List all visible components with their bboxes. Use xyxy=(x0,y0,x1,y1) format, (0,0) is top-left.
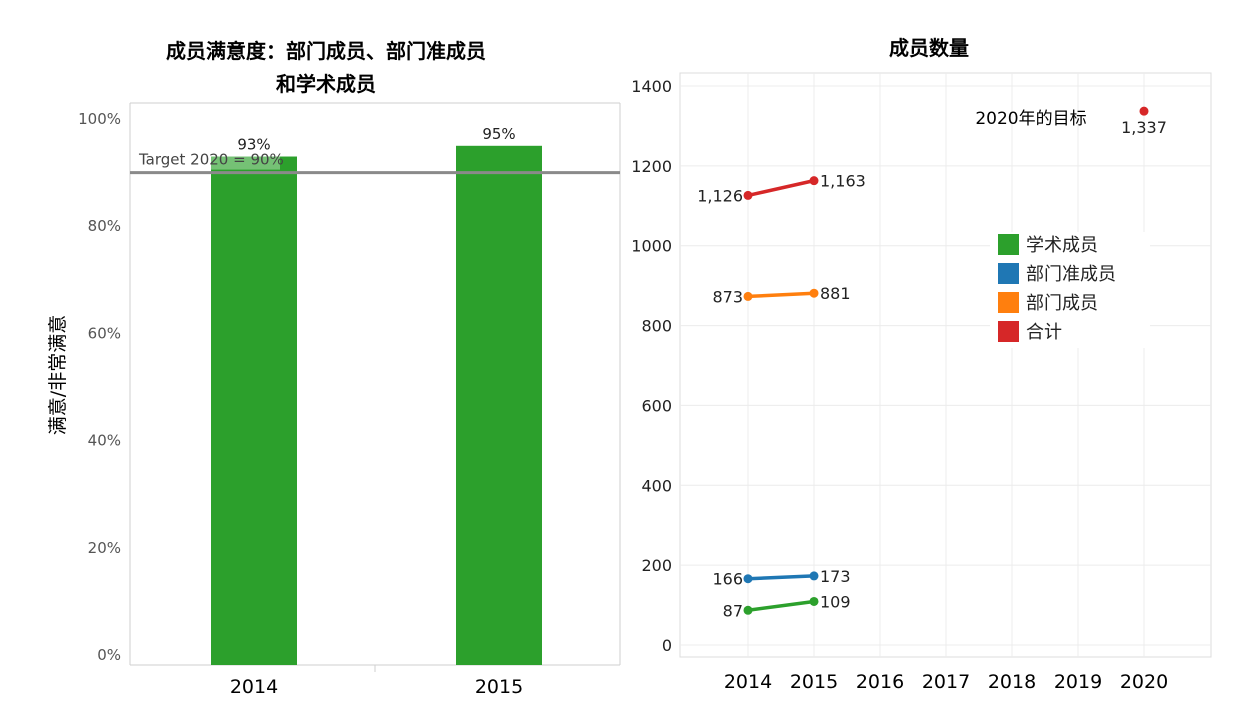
right-y-tick-label: 200 xyxy=(641,556,672,575)
bar-value-label: 95% xyxy=(482,125,515,143)
legend-swatch xyxy=(998,292,1019,313)
series-point xyxy=(809,596,819,606)
legend-swatch xyxy=(998,263,1019,284)
left-chart-title-line2: 和学术成员 xyxy=(276,72,376,96)
series-point xyxy=(809,571,819,581)
goal-label: 1,337 xyxy=(1121,118,1167,137)
bar xyxy=(211,156,297,665)
goal-point xyxy=(1139,106,1149,116)
series-point xyxy=(743,574,753,584)
series-line xyxy=(747,291,815,299)
series-point xyxy=(809,288,819,298)
point-label: 873 xyxy=(712,287,743,306)
member-count-line-chart: 成员数量 0 200 400 600 800 1000 1200 1400 2014 2015 20… xyxy=(631,36,1212,693)
right-chart-title: 成员数量 xyxy=(889,36,969,60)
series-line xyxy=(747,599,815,612)
left-y-tick-label: 20% xyxy=(88,539,121,557)
series-line xyxy=(747,178,815,198)
right-x-tick-label: 2020 xyxy=(1120,671,1168,693)
legend-label: 学术成员 xyxy=(1026,235,1098,256)
series-line xyxy=(747,574,815,581)
legend-label: 部门准成员 xyxy=(1026,264,1116,285)
point-label: 1,163 xyxy=(820,172,866,191)
left-y-tick-label: 0% xyxy=(97,646,121,664)
legend-label: 合计 xyxy=(1026,322,1062,343)
right-x-tick-label: 2014 xyxy=(724,671,772,693)
left-y-tick-label: 100% xyxy=(78,110,121,128)
point-label: 109 xyxy=(820,592,851,611)
legend-swatch xyxy=(998,234,1019,255)
series-point xyxy=(809,176,819,186)
left-y-tick-label: 80% xyxy=(88,217,121,235)
right-y-tick-label: 400 xyxy=(641,476,672,495)
goal-annotation: 2020年的目标 xyxy=(975,109,1086,129)
left-y-tick-label: 40% xyxy=(88,432,121,450)
point-label: 881 xyxy=(820,284,851,303)
bar-value-label: 93% xyxy=(237,136,270,154)
series-point xyxy=(743,291,753,301)
left-y-axis-label: 满意/非常满意 xyxy=(47,315,69,435)
right-y-tick-label: 800 xyxy=(641,317,672,336)
left-x-tick-label: 2015 xyxy=(475,676,523,698)
legend-swatch xyxy=(998,321,1019,342)
satisfaction-bar-chart: 成员满意度：部门成员、部门准成员 和学术成员 满意/非常满意 0% 20% 40% 6… xyxy=(47,39,621,698)
right-y-tick-label: 1400 xyxy=(631,77,672,96)
left-y-tick-label: 60% xyxy=(88,324,121,342)
series-point xyxy=(743,605,753,615)
left-x-tick-label: 2014 xyxy=(230,676,278,698)
right-y-tick-label: 600 xyxy=(641,396,672,415)
left-chart-title-line1: 成员满意度：部门成员、部门准成员 xyxy=(166,39,486,63)
point-label: 1,126 xyxy=(697,186,743,205)
point-label: 87 xyxy=(723,601,743,620)
right-y-tick-label: 1200 xyxy=(631,157,672,176)
right-x-tick-label: 2015 xyxy=(790,671,838,693)
right-y-tick-label: 0 xyxy=(662,636,672,655)
legend-label: 部门成员 xyxy=(1026,293,1098,314)
target-label: Target 2020 = 90% xyxy=(138,151,284,169)
right-x-tick-label: 2019 xyxy=(1054,671,1102,693)
right-x-tick-label: 2016 xyxy=(856,671,904,693)
target-label-background xyxy=(136,150,280,170)
right-x-tick-label: 2018 xyxy=(988,671,1036,693)
series-point xyxy=(743,190,753,200)
bar xyxy=(456,145,542,666)
point-label: 166 xyxy=(712,570,743,589)
point-label: 173 xyxy=(820,567,851,586)
right-x-tick-label: 2017 xyxy=(922,671,970,693)
right-y-tick-label: 1000 xyxy=(631,237,672,256)
